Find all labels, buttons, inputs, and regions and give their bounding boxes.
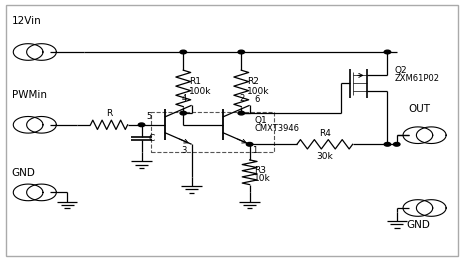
Text: 3: 3 (181, 146, 187, 155)
Text: R2: R2 (246, 77, 258, 86)
Circle shape (383, 142, 390, 146)
Text: Q2: Q2 (394, 66, 406, 75)
Text: 30k: 30k (316, 152, 332, 161)
Circle shape (180, 50, 186, 54)
Circle shape (238, 50, 244, 54)
Text: Q1: Q1 (254, 116, 266, 125)
Text: R3: R3 (254, 166, 266, 175)
Text: 6: 6 (254, 95, 259, 104)
Text: ZXM61P02: ZXM61P02 (394, 74, 438, 82)
Text: C: C (148, 134, 154, 143)
Circle shape (238, 111, 244, 115)
Text: 12Vin: 12Vin (12, 16, 41, 26)
Text: R4: R4 (318, 129, 330, 138)
Text: 100k: 100k (246, 87, 269, 95)
Bar (150, 112, 273, 152)
Text: GND: GND (12, 168, 35, 178)
Text: CMXT3946: CMXT3946 (254, 124, 299, 133)
Text: R1: R1 (188, 77, 200, 86)
Text: R: R (106, 109, 112, 118)
Text: GND: GND (405, 220, 429, 230)
Circle shape (180, 111, 186, 115)
Text: PWMin: PWMin (12, 90, 46, 100)
Text: 100k: 100k (188, 87, 211, 95)
Circle shape (138, 123, 144, 127)
Text: OUT: OUT (407, 105, 429, 114)
Circle shape (246, 142, 252, 146)
Text: 1: 1 (251, 146, 257, 155)
Text: 4: 4 (181, 94, 187, 103)
Circle shape (383, 50, 390, 54)
Circle shape (393, 142, 399, 146)
Text: 10k: 10k (254, 174, 270, 183)
Text: 2: 2 (239, 94, 244, 103)
Text: 5: 5 (146, 112, 151, 121)
